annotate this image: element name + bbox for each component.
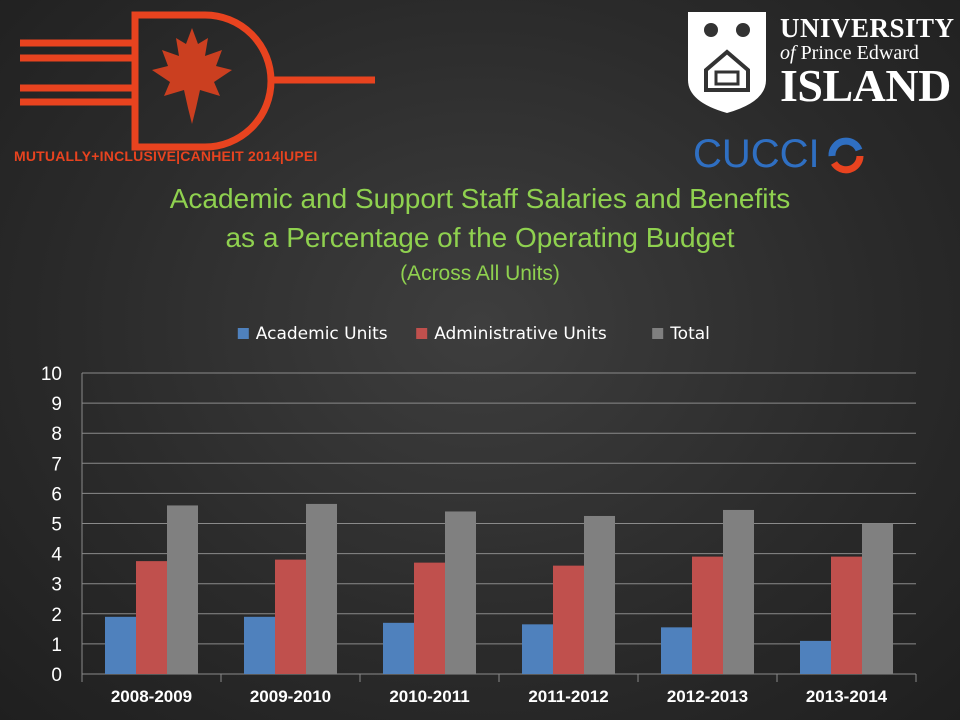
bar-academic-units (522, 624, 553, 674)
y-tick-label: 5 (51, 515, 62, 536)
bar-administrative-units (831, 556, 862, 674)
legend-label: Total (669, 324, 710, 344)
y-tick-label: 0 (51, 665, 62, 686)
y-tick-label: 7 (51, 454, 62, 475)
bar-administrative-units (275, 559, 306, 674)
bar-total (306, 503, 337, 674)
bar-total (723, 509, 754, 674)
upei-line2-text: Prince Edward (800, 42, 919, 64)
upei-line3: ISLAND (780, 60, 951, 111)
bar-academic-units (244, 616, 275, 674)
bar-total (862, 523, 893, 674)
chart-title-line2: as a Percentage of the Operating Budget (225, 222, 735, 253)
chart-title: Academic and Support Staff Salaries and … (169, 183, 791, 214)
logo-caption: MUTUALLY+INCLUSIVE|CANHEIT 2014|UPEI (14, 148, 318, 164)
bar-academic-units (800, 640, 831, 674)
legend-swatch (237, 328, 249, 339)
canheit-logo (20, 11, 375, 151)
cuccio-logo-text: CUCCI (693, 132, 820, 176)
y-tick-label: 6 (51, 484, 62, 505)
bar-academic-units (383, 622, 414, 674)
x-tick-label: 2013-2014 (806, 687, 888, 706)
y-tick-label: 9 (51, 394, 62, 415)
x-tick-label: 2012-2013 (667, 687, 748, 706)
legend-label: Academic Units (256, 324, 388, 344)
bar-academic-units (661, 627, 692, 674)
bar-administrative-units (553, 565, 584, 674)
x-tick-label: 2010-2011 (389, 687, 469, 706)
upei-line1: UNIVERSITY (780, 13, 955, 43)
legend-swatch (416, 328, 428, 339)
upei-crest-icon (688, 12, 766, 113)
x-tick-label: 2008-2009 (111, 687, 192, 706)
chart-subtitle: (Across All Units) (400, 262, 560, 285)
y-tick-label: 1 (51, 635, 62, 656)
upei-line2-of: of (780, 42, 796, 64)
bar-academic-units (105, 616, 136, 674)
y-tick-label: 2 (51, 605, 62, 626)
y-tick-label: 8 (51, 424, 62, 445)
bar-total (445, 511, 476, 674)
legend-label: Administrative Units (434, 324, 607, 344)
y-tick-label: 10 (41, 364, 62, 385)
upei-wordmark: UNIVERSITY of Prince Edward ISLAND (780, 13, 955, 111)
x-tick-label: 2011-2012 (528, 687, 608, 706)
maple-leaf-icon (152, 28, 232, 124)
bar-administrative-units (136, 561, 167, 674)
bar-administrative-units (414, 562, 445, 674)
x-tick-label: 2009-2010 (250, 687, 331, 706)
y-tick-label: 4 (51, 545, 62, 566)
bar-total (167, 505, 198, 674)
y-tick-label: 3 (51, 575, 62, 596)
legend-swatch (652, 328, 664, 339)
bar-chart: 0 1 2 3 4 5 6 7 8 9 10 2008-2009 2009-2010 2010-2011 2… (41, 324, 917, 706)
upei-line2: of Prince Edward (780, 42, 955, 64)
bar-total (584, 515, 615, 674)
bar-administrative-units (692, 556, 723, 674)
cuccio-ring-icon (828, 137, 864, 174)
